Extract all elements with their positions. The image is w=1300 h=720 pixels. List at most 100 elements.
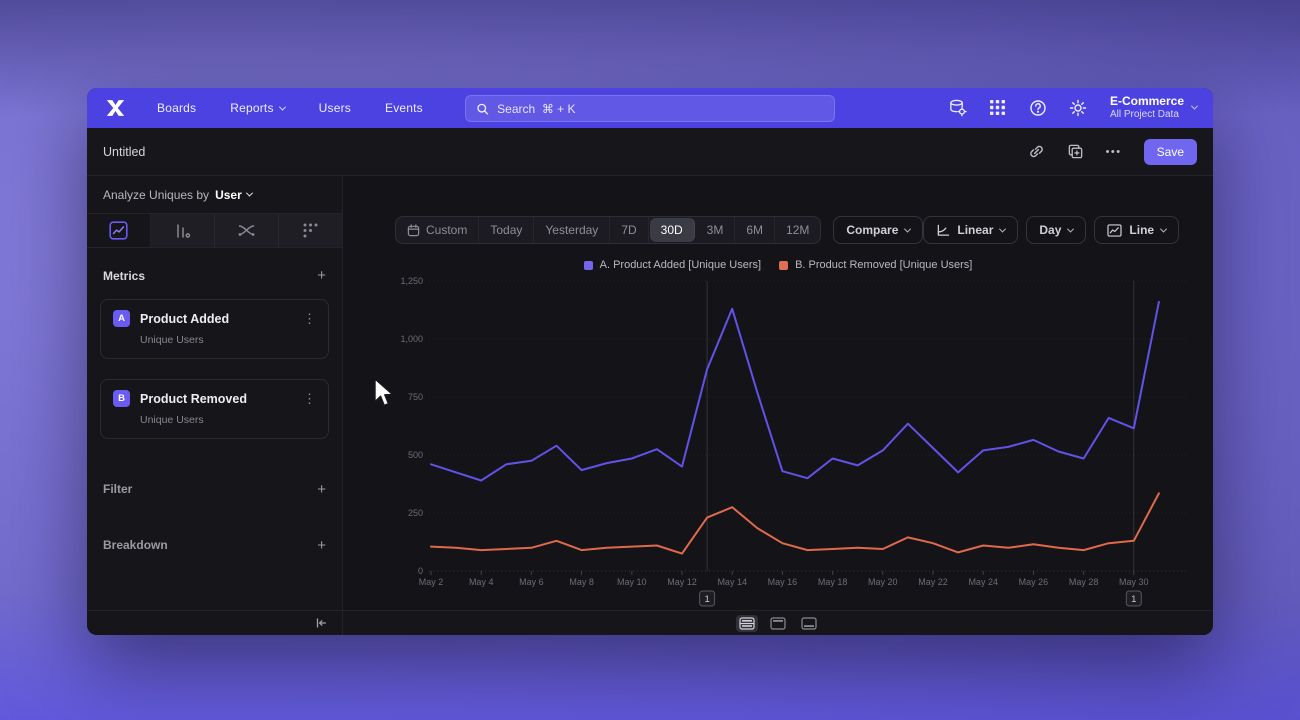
- metric-badge-b: B: [113, 390, 130, 407]
- line-chart[interactable]: 0 250 500 750 1,000 1,250 May 2 May 4 May 6 May 8…: [343, 176, 1213, 610]
- add-breakdown-button[interactable]: +: [317, 536, 326, 554]
- metric-measurement[interactable]: Unique Users: [140, 414, 204, 426]
- mixpanel-logo-icon[interactable]: [103, 97, 127, 119]
- chevron-down-icon: [278, 103, 286, 111]
- layout-chart-top-icon: [770, 616, 786, 630]
- data-management-icon[interactable]: [948, 98, 968, 118]
- metric-measurement[interactable]: Unique Users: [140, 334, 204, 346]
- analyze-by-selector[interactable]: Analyze Uniques by User: [87, 176, 342, 214]
- svg-text:May 24: May 24: [968, 577, 998, 587]
- analyze-prefix-label: Analyze Uniques by: [103, 187, 210, 202]
- svg-text:250: 250: [408, 508, 423, 518]
- search-input[interactable]: [497, 101, 824, 116]
- line-chart-tab-icon: [109, 221, 128, 240]
- metric-badge-a: A: [113, 310, 130, 327]
- svg-text:1,000: 1,000: [400, 334, 423, 344]
- duplicate-icon[interactable]: [1067, 143, 1084, 160]
- nav-item-events[interactable]: Events: [385, 101, 423, 115]
- layout-chart-top-toggle[interactable]: [767, 615, 789, 632]
- range-custom[interactable]: Custom: [396, 217, 480, 243]
- scale-dropdown[interactable]: Linear: [923, 216, 1019, 244]
- svg-text:May 2: May 2: [419, 577, 444, 587]
- content-area: Analyze Uniques by User: [87, 176, 1213, 610]
- tab-retention[interactable]: [279, 214, 342, 247]
- nav-item-reports[interactable]: Reports: [230, 101, 286, 115]
- interval-label: Day: [1039, 223, 1062, 237]
- scale-label: Linear: [957, 223, 994, 237]
- nav-item-users[interactable]: Users: [318, 101, 351, 115]
- help-icon[interactable]: [1028, 98, 1048, 118]
- interval-dropdown[interactable]: Day: [1026, 216, 1087, 244]
- copy-link-icon[interactable]: [1028, 143, 1045, 160]
- legend-item-b[interactable]: B. Product Removed [Unique Users]: [779, 259, 972, 271]
- top-nav: Boards Reports Users Events: [87, 88, 1213, 128]
- save-button[interactable]: Save: [1143, 138, 1197, 165]
- bar-chart-tab-icon: [176, 223, 190, 238]
- analyze-value[interactable]: User: [215, 188, 253, 202]
- layout-split-toggle[interactable]: [736, 614, 758, 632]
- title-bar: Untitled ••• Save: [87, 128, 1213, 176]
- report-title[interactable]: Untitled: [103, 144, 146, 159]
- range-12m[interactable]: 12M: [786, 223, 810, 237]
- range-3m[interactable]: 3M: [696, 217, 736, 243]
- metric-options-icon[interactable]: ⋮: [303, 310, 316, 326]
- project-scope: All Project Data: [1109, 109, 1179, 121]
- layout-table-bottom-toggle[interactable]: [798, 615, 820, 632]
- project-name: E-Commerce: [1109, 94, 1184, 109]
- legend-item-a[interactable]: A. Product Added [Unique Users]: [583, 259, 762, 271]
- range-7d[interactable]: 7D: [610, 217, 649, 243]
- svg-text:May 30: May 30: [1119, 577, 1149, 587]
- add-metric-button[interactable]: +: [317, 267, 326, 284]
- add-filter-button[interactable]: +: [317, 480, 326, 498]
- svg-text:500: 500: [408, 450, 423, 460]
- nav-links: Boards Reports Users Events: [157, 101, 423, 115]
- tab-flows[interactable]: [215, 214, 279, 247]
- svg-text:1,250: 1,250: [400, 276, 423, 286]
- svg-text:May 18: May 18: [818, 577, 848, 587]
- project-selector[interactable]: E-Commerce All Project Data: [1109, 94, 1199, 121]
- legend-swatch-b: [779, 260, 789, 270]
- layout-split-icon: [739, 616, 755, 630]
- range-6m[interactable]: 6M: [735, 217, 776, 243]
- tab-insights-line[interactable]: [87, 214, 151, 247]
- svg-text:May 14: May 14: [717, 577, 747, 587]
- search-bar[interactable]: [465, 95, 835, 122]
- nav-item-boards[interactable]: Boards: [157, 101, 197, 115]
- project-names: E-Commerce All Project Data: [1109, 94, 1184, 121]
- calendar-icon: [407, 223, 420, 236]
- chart-type-dropdown[interactable]: Line: [1094, 216, 1180, 244]
- nav-item-reports-label: Reports: [230, 101, 274, 115]
- search-icon: [477, 103, 489, 115]
- layout-toggles: [343, 611, 1213, 635]
- range-label: Custom: [426, 223, 468, 237]
- bottom-bar: [87, 610, 1213, 635]
- metric-card-a[interactable]: A Product Added ⋮ Unique Users: [100, 299, 329, 359]
- metrics-header: Metrics +: [87, 268, 342, 283]
- metric-card-b[interactable]: B Product Removed ⋮ Unique Users: [100, 379, 329, 439]
- more-options-icon[interactable]: •••: [1105, 145, 1122, 158]
- range-30d[interactable]: 30D: [649, 218, 695, 242]
- tab-bar-chart[interactable]: [151, 214, 215, 247]
- chevron-down-icon: [245, 189, 253, 197]
- metrics-title: Metrics: [103, 268, 146, 283]
- svg-text:May 6: May 6: [519, 577, 544, 587]
- chart-toolbar: Custom Today Yesterday 7D 30D 3M 6M 12M …: [395, 216, 1180, 244]
- range-today[interactable]: Today: [479, 217, 535, 243]
- metric-name: Product Removed: [140, 391, 247, 406]
- svg-text:1: 1: [704, 594, 709, 605]
- range-yesterday[interactable]: Yesterday: [534, 217, 611, 243]
- compare-dropdown[interactable]: Compare: [833, 216, 924, 244]
- settings-gear-icon[interactable]: [1068, 98, 1088, 118]
- collapse-sidebar-icon[interactable]: [314, 616, 328, 630]
- apps-grid-icon[interactable]: [988, 98, 1008, 118]
- line-chart-icon: [1107, 223, 1123, 237]
- title-actions: ••• Save: [1028, 138, 1197, 165]
- axis-scale-icon: [938, 224, 950, 236]
- legend-label-b: B. Product Removed [Unique Users]: [795, 259, 973, 271]
- legend-label-a: A. Product Added [Unique Users]: [599, 259, 762, 271]
- retention-tab-icon: [303, 223, 318, 238]
- svg-text:May 22: May 22: [918, 577, 948, 587]
- query-sidebar: Analyze Uniques by User: [87, 176, 343, 610]
- metric-options-icon[interactable]: ⋮: [303, 390, 316, 406]
